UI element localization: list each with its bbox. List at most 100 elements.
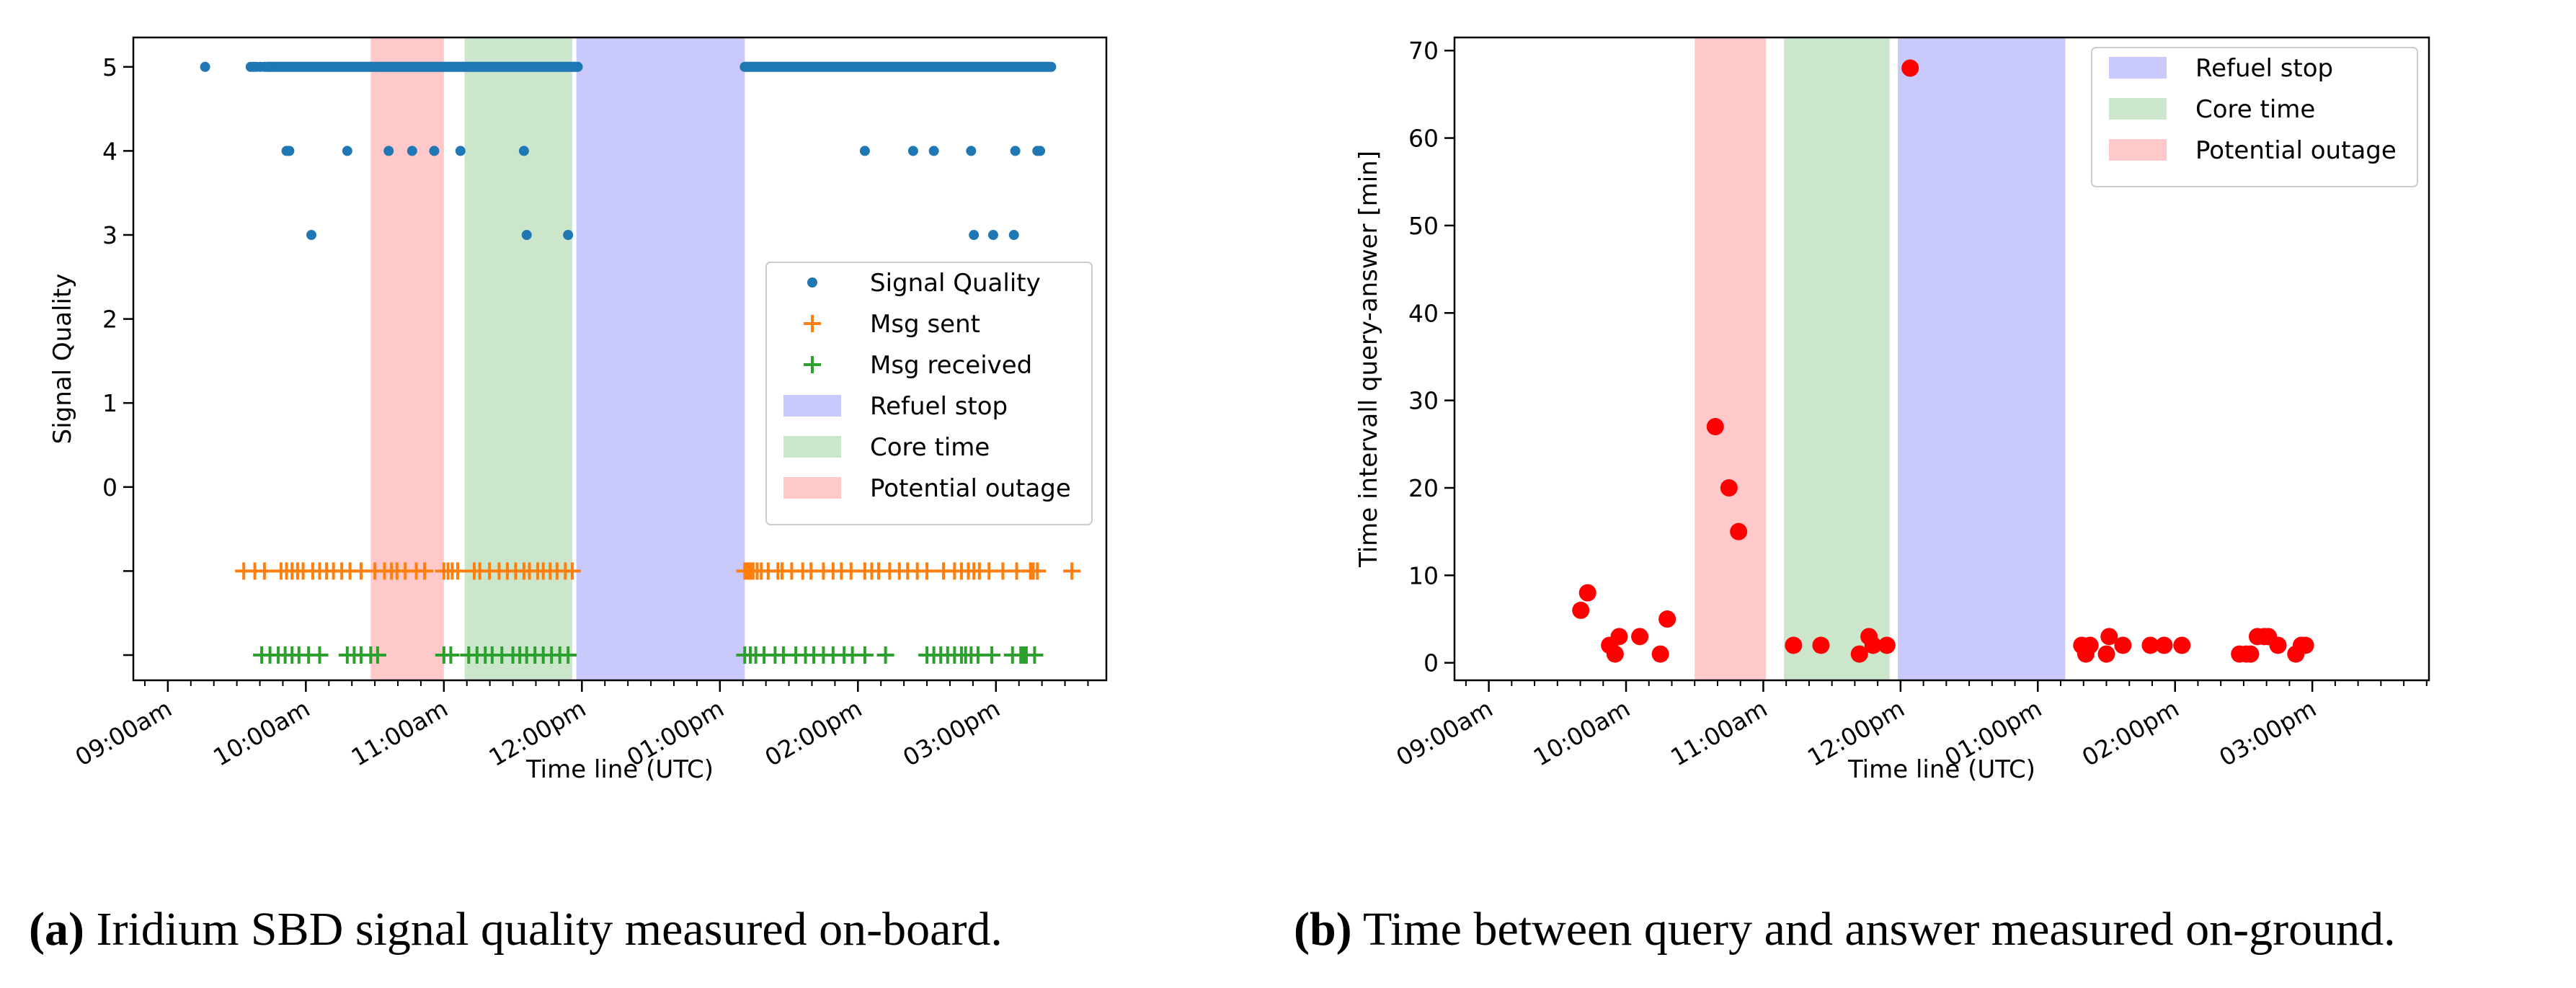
- query-answer-interval-point: [2296, 636, 2314, 654]
- caption-b-letter: (b): [1294, 903, 1352, 956]
- x-tick-label: 11:00am: [347, 694, 453, 772]
- msg-sent-marker: [416, 562, 434, 580]
- signal-quality-point: [284, 146, 295, 156]
- msg-received-marker: [311, 646, 329, 664]
- caption-a-text: Iridium SBD signal quality measured on-b…: [84, 903, 1003, 956]
- signal-quality-point: [407, 146, 417, 156]
- legend-swatch-msg-received: [804, 356, 821, 373]
- span-refuel-stop: [1898, 37, 2066, 680]
- span-core-time: [1784, 37, 1890, 680]
- legend-swatch-core-time: [783, 436, 841, 458]
- query-answer-interval-point: [2155, 636, 2173, 654]
- legend-label-core-time: Core time: [2195, 95, 2315, 124]
- signal-quality-point: [907, 146, 918, 156]
- query-answer-interval-point: [2173, 636, 2191, 654]
- signal-quality-point: [262, 61, 272, 72]
- query-answer-interval-point: [1785, 636, 1803, 654]
- msg-sent-marker: [1063, 562, 1081, 580]
- query-answer-interval-point: [1606, 645, 1624, 663]
- signal-quality-point: [1010, 146, 1021, 156]
- y-tick-label: 3: [102, 221, 117, 249]
- y-axis-label: Signal Quality: [48, 274, 77, 445]
- query-answer-interval-point: [1901, 59, 1919, 77]
- query-answer-interval-point: [1850, 645, 1868, 663]
- signal-quality-point: [969, 230, 980, 241]
- x-tick-label: 03:00pm: [2214, 694, 2321, 772]
- signal-quality-point: [1035, 146, 1046, 156]
- y-tick-label: 60: [1408, 125, 1439, 153]
- legend: Refuel stop Core time Potential outage: [2091, 47, 2418, 187]
- caption-a-letter: (a): [29, 903, 84, 956]
- signal-quality-point: [342, 146, 352, 156]
- msg-received-marker: [856, 646, 874, 664]
- x-axis-label: Time line (UTC): [525, 755, 714, 784]
- query-answer-interval-point: [2114, 636, 2132, 654]
- signal-quality-point: [859, 146, 870, 156]
- msg-received-marker: [368, 646, 386, 664]
- span-refuel-stop: [576, 37, 745, 680]
- query-answer-interval-point: [2141, 636, 2159, 654]
- query-answer-interval-point: [2081, 636, 2099, 654]
- y-tick-label: 30: [1408, 387, 1439, 415]
- query-answer-interval-point: [1572, 601, 1590, 619]
- legend-label-refuel-stop: Refuel stop: [870, 392, 1008, 421]
- query-answer-interval-point: [1720, 479, 1738, 497]
- span-potential-outage: [1695, 37, 1767, 680]
- legend-label-potential-outage: Potential outage: [2195, 136, 2397, 165]
- caption-b: (b) Time between query and answer measur…: [1294, 897, 2396, 962]
- msg-sent-marker: [449, 562, 466, 580]
- msg-received-marker: [983, 646, 1001, 664]
- plot-frame: [132, 36, 1108, 682]
- legend-box: [765, 262, 1093, 525]
- span-potential-outage: [370, 37, 444, 680]
- signal-quality-point: [1008, 230, 1019, 241]
- legend-swatch-core-time: [2109, 98, 2167, 120]
- x-tick-label: 02:00pm: [760, 694, 866, 772]
- legend-swatch-potential-outage: [783, 477, 841, 499]
- signal-quality-point: [563, 230, 574, 241]
- y-tick-label: 0: [102, 473, 117, 502]
- x-tick-label: 03:00pm: [898, 694, 1005, 772]
- legend-swatch-signal-quality: [807, 277, 817, 288]
- legend-label-potential-outage: Potential outage: [870, 474, 1071, 503]
- y-tick-label: 1: [102, 389, 117, 417]
- x-tick-label: 09:00am: [1391, 694, 1497, 772]
- legend-box: [2091, 47, 2418, 187]
- signal-quality-point: [383, 146, 394, 156]
- plot-frame: [1453, 36, 2430, 682]
- query-answer-interval-point: [1706, 418, 1724, 436]
- signal-quality-point: [455, 146, 466, 156]
- y-tick-label: 10: [1408, 561, 1439, 589]
- query-answer-interval-point: [2100, 628, 2118, 646]
- legend-swatch-potential-outage: [2109, 139, 2167, 161]
- y-axis-label: Time intervall query-answer [min]: [1354, 151, 1383, 568]
- signal-quality-point: [966, 146, 977, 156]
- caption-a: (a) Iridium SBD signal quality measured …: [29, 897, 1003, 962]
- query-answer-interval-point: [1610, 628, 1628, 646]
- query-answer-interval-point: [1651, 645, 1669, 663]
- legend-label-msg-received: Msg received: [870, 351, 1032, 380]
- query-answer-interval-point: [2097, 645, 2115, 663]
- y-tick-label: 40: [1408, 299, 1439, 327]
- signal-quality-point: [518, 146, 529, 156]
- y-tick-label: 2: [102, 306, 117, 334]
- query-answer-interval-point: [1631, 628, 1649, 646]
- query-answer-interval-point: [2242, 645, 2260, 663]
- query-answer-interval-point: [1812, 636, 1830, 654]
- msg-sent-marker: [918, 562, 936, 580]
- chart-a-signal-quality: 09:00am 10:00am 11:00am 12:00pm 01:00pm 02:00…: [48, 36, 1108, 784]
- legend: Signal Quality Msg sent Msg received Refuel…: [765, 262, 1093, 525]
- legend-label-refuel-stop: Refuel stop: [2195, 54, 2333, 83]
- legend-swatch-refuel-stop: [2109, 57, 2167, 79]
- msg-received-marker: [559, 646, 577, 664]
- span-core-time: [464, 37, 572, 680]
- x-tick-label: 09:00am: [71, 694, 177, 772]
- x-tick-label: 11:00am: [1666, 694, 1772, 772]
- signal-quality-point: [200, 61, 210, 72]
- y-tick-label: 5: [102, 53, 117, 81]
- legend-swatch-msg-sent: [804, 315, 821, 332]
- signal-quality-point: [306, 230, 317, 241]
- signal-quality-point: [928, 146, 939, 156]
- caption-b-text: Time between query and answer measured o…: [1351, 903, 2396, 956]
